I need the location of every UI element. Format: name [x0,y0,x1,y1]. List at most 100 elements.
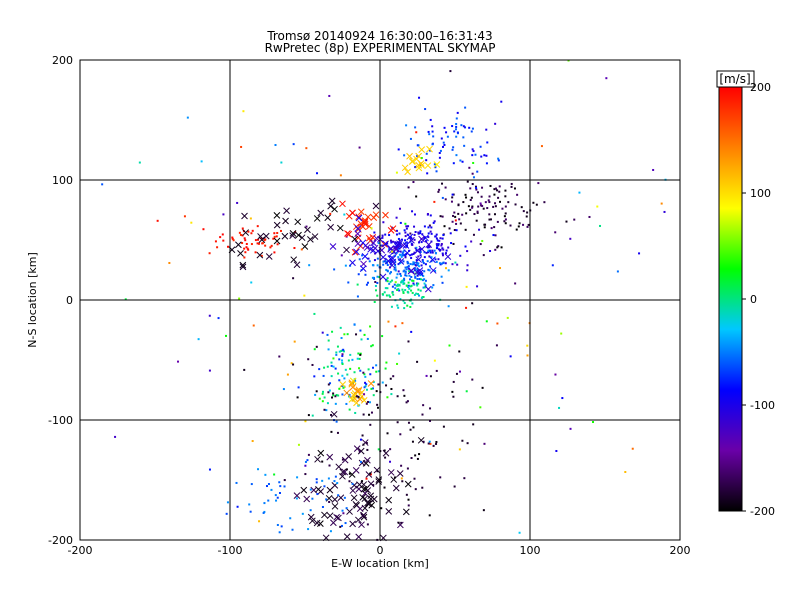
data-point-dot [332,365,335,368]
data-point-dot [388,234,391,237]
data-point-cross [349,259,356,267]
data-point-dot [394,287,397,290]
data-point-dot [413,283,416,286]
data-point-dot [415,131,418,134]
data-point-dot [267,483,270,486]
data-point-dot [217,317,220,320]
data-point-dot [363,373,366,376]
data-point-cross [349,520,356,528]
data-point-dot [410,257,413,260]
data-point-dot [347,281,350,284]
data-point-dot [410,457,413,460]
data-point-dot [516,193,519,196]
data-point-dot [389,280,392,283]
data-point-dot [501,207,504,210]
data-point-dot [428,514,431,517]
data-point-dot [344,368,347,371]
data-point-cross [424,285,432,293]
data-point-dot [278,355,281,358]
data-point-dot [327,339,330,342]
data-point-dot [428,133,431,136]
data-point-dot [276,496,279,499]
data-point-cross [392,484,400,492]
data-point-dot [479,243,482,246]
data-point-dot [341,374,344,377]
data-point-dot [494,234,497,237]
data-point-dot [399,244,402,247]
data-point-dot [264,244,267,247]
data-point-dot [356,295,359,298]
data-point-dot [451,148,454,151]
data-point-dot [471,302,474,305]
data-point-dot [510,182,513,185]
data-point-dot [404,271,407,274]
data-point-cross [389,255,397,262]
data-point-dot [279,229,282,232]
data-point-dot [413,293,416,296]
data-point-dot [411,243,414,246]
data-point-dot [455,229,458,232]
data-point-dot [429,375,432,378]
data-point-dot [663,210,666,213]
data-point-dot [359,438,362,441]
data-point-dot [378,236,381,239]
data-point-dot [462,201,465,204]
data-point-dot [378,276,381,279]
data-point-dot [476,170,479,173]
data-point-cross [283,207,290,215]
x-tick-label: 100 [520,544,541,557]
data-point-dot [270,488,273,491]
data-point-dot [399,250,402,253]
data-point-cross [350,494,358,502]
data-point-dot [454,128,457,131]
data-point-dot [540,145,543,148]
data-point-dot [427,232,430,235]
data-point-dot [232,239,235,242]
data-point-dot [479,406,482,409]
data-point-dot [385,268,388,271]
data-point-dot [417,232,420,235]
data-point-dot [374,289,377,292]
data-point-cross [273,221,281,229]
data-point-dot [452,214,455,217]
data-point-cross [402,242,410,249]
data-point-dot [208,314,211,317]
data-point-dot [504,222,507,225]
data-point-dot [332,357,335,360]
data-point-dot [452,380,455,383]
data-point-dot [280,525,283,528]
data-point-dot [375,370,378,373]
data-point-dot [315,345,318,348]
data-point-dot [222,239,225,242]
data-point-dot [256,242,259,245]
data-point-dot [377,383,380,386]
data-point-dot [461,213,464,216]
data-point-dot [186,116,189,119]
data-point-dot [358,357,361,360]
data-point-dot [393,268,396,271]
data-point-dot [330,361,333,364]
data-point-dot [489,184,492,187]
data-point-dot [408,287,411,290]
data-point-cross [339,200,346,208]
data-point-dot [454,215,457,218]
data-point-cross [403,249,411,257]
data-point-dot [500,246,503,249]
data-point-cross [326,453,334,461]
data-point-dot [183,215,186,218]
data-point-dot [250,243,253,246]
data-point-cross [301,243,309,250]
data-point-dot [336,482,339,485]
data-point-dot [396,395,399,398]
data-point-dot [535,203,538,206]
data-point-dot [208,468,211,471]
data-point-cross [444,253,452,260]
data-point-dot [404,255,407,258]
data-point-dot [376,294,379,297]
data-point-dot [433,163,436,166]
data-point-dot [437,190,440,193]
data-point-dot [416,293,419,296]
data-point-cross [349,377,357,385]
data-point-dot [367,281,370,284]
data-point-cross [327,223,334,231]
